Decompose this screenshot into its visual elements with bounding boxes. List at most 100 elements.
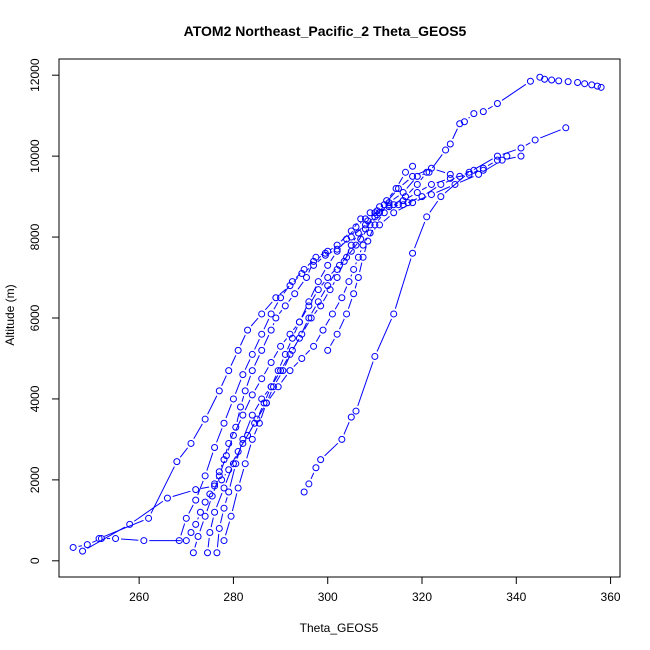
data-point <box>303 274 310 282</box>
data-point <box>258 310 266 318</box>
series-segment <box>199 521 204 532</box>
series-segment <box>301 306 307 318</box>
series-segment <box>254 403 260 411</box>
series-segment <box>406 180 415 189</box>
data-point <box>373 211 381 219</box>
data-point <box>354 253 362 261</box>
series-segment <box>235 419 241 431</box>
series-segment <box>321 281 325 286</box>
data-point <box>371 221 379 229</box>
data-point <box>392 185 400 192</box>
series-segment <box>264 301 273 311</box>
data-point <box>413 180 421 188</box>
data-point <box>295 318 303 326</box>
data-point <box>95 535 103 543</box>
data-point <box>338 435 346 443</box>
series-segment <box>452 128 458 140</box>
data-point <box>215 472 223 480</box>
data-point <box>225 466 233 474</box>
series-segment <box>304 322 309 330</box>
data-point <box>215 524 223 532</box>
data-point <box>305 298 313 306</box>
x-tick-label: 360 <box>601 590 621 604</box>
y-tick-label: 2000 <box>28 466 42 493</box>
data-point <box>409 199 417 207</box>
series-segment <box>279 359 284 366</box>
data-point <box>465 170 473 178</box>
data-point <box>310 342 318 350</box>
series-segment <box>354 282 358 289</box>
data-point <box>281 350 289 358</box>
data-point <box>493 100 501 108</box>
data-point <box>409 162 417 170</box>
x-axis: 260 280 300 320 340 360 <box>129 576 621 604</box>
series-segment <box>369 229 374 237</box>
data-point <box>423 213 431 221</box>
data-point <box>319 326 327 334</box>
series-segment <box>421 186 427 191</box>
series-segment <box>246 444 252 459</box>
series-segment <box>487 162 493 166</box>
data-point <box>248 411 256 419</box>
data-point <box>456 120 464 128</box>
data-point <box>345 278 353 286</box>
series-segment <box>414 221 426 249</box>
data-point <box>175 537 183 545</box>
data-point <box>328 310 336 318</box>
data-point <box>196 508 204 516</box>
series-segment <box>361 224 365 229</box>
series-segment <box>264 390 269 395</box>
data-point <box>361 221 369 229</box>
data-point <box>418 193 426 201</box>
series-segment <box>240 439 246 448</box>
data-point <box>300 265 308 273</box>
series-segment <box>240 334 246 346</box>
data-point <box>201 512 209 520</box>
series-segment <box>436 186 451 193</box>
data-point <box>465 168 473 176</box>
series-segment <box>436 169 446 174</box>
data-point <box>274 383 282 391</box>
data-point <box>333 274 341 282</box>
series-segment <box>229 468 235 487</box>
series-segment <box>207 395 218 415</box>
data-point <box>145 514 153 522</box>
data-point <box>163 494 171 502</box>
series-segment <box>468 116 471 119</box>
series-segment <box>339 318 345 330</box>
data-point <box>220 419 228 427</box>
data-point <box>192 496 200 504</box>
y-tick-label: 4000 <box>28 385 42 412</box>
x-tick-label: 300 <box>318 590 338 604</box>
series-segment <box>310 472 315 480</box>
series-segment <box>325 318 331 326</box>
data-point <box>390 209 398 217</box>
data-point <box>286 367 294 375</box>
data-point <box>425 168 433 176</box>
series-segment <box>220 460 226 471</box>
data-point <box>239 439 247 447</box>
data-point <box>286 330 294 338</box>
data-point <box>211 508 219 516</box>
data-point <box>359 253 367 261</box>
data-point <box>413 189 421 197</box>
data-point <box>343 310 351 318</box>
data-point <box>229 460 237 468</box>
series-segment <box>254 428 258 435</box>
data-point <box>258 375 266 383</box>
data-point <box>258 346 266 354</box>
x-tick-label: 320 <box>412 590 432 604</box>
series-segment <box>358 233 364 241</box>
series-segment <box>393 202 399 205</box>
series-segment <box>332 282 335 286</box>
data-point <box>352 241 360 249</box>
series-segment <box>397 199 402 202</box>
data-point <box>112 535 120 543</box>
y-axis: 0 2000 4000 6000 8000 10000 12000 <box>28 58 60 564</box>
data-point <box>274 367 282 375</box>
series-segment <box>227 440 233 451</box>
data-point <box>314 278 322 286</box>
data-point <box>277 342 285 350</box>
data-point <box>409 172 417 180</box>
data-point <box>390 201 398 209</box>
